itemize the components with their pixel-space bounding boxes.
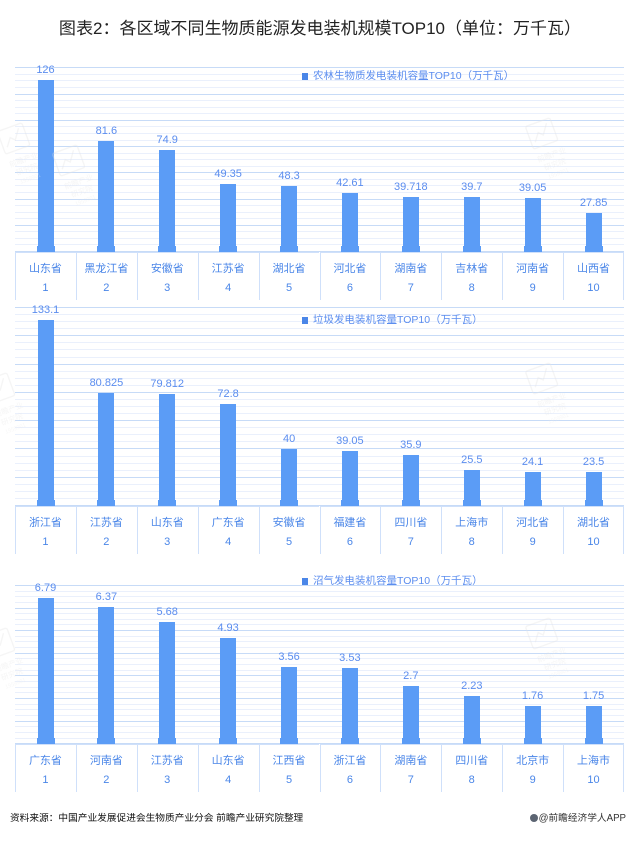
svg-text:研究院: 研究院	[543, 155, 568, 173]
svg-text:前瞻产业: 前瞻产业	[0, 400, 25, 421]
svg-text:1959901: 1959901	[547, 666, 570, 681]
svg-text:前瞻产业: 前瞻产业	[63, 172, 95, 193]
svg-text:前瞻产业: 前瞻产业	[536, 145, 568, 166]
svg-text:研究院: 研究院	[15, 160, 40, 178]
svg-text:研究院: 研究院	[543, 400, 568, 418]
svg-text:1959901: 1959901	[4, 676, 27, 691]
